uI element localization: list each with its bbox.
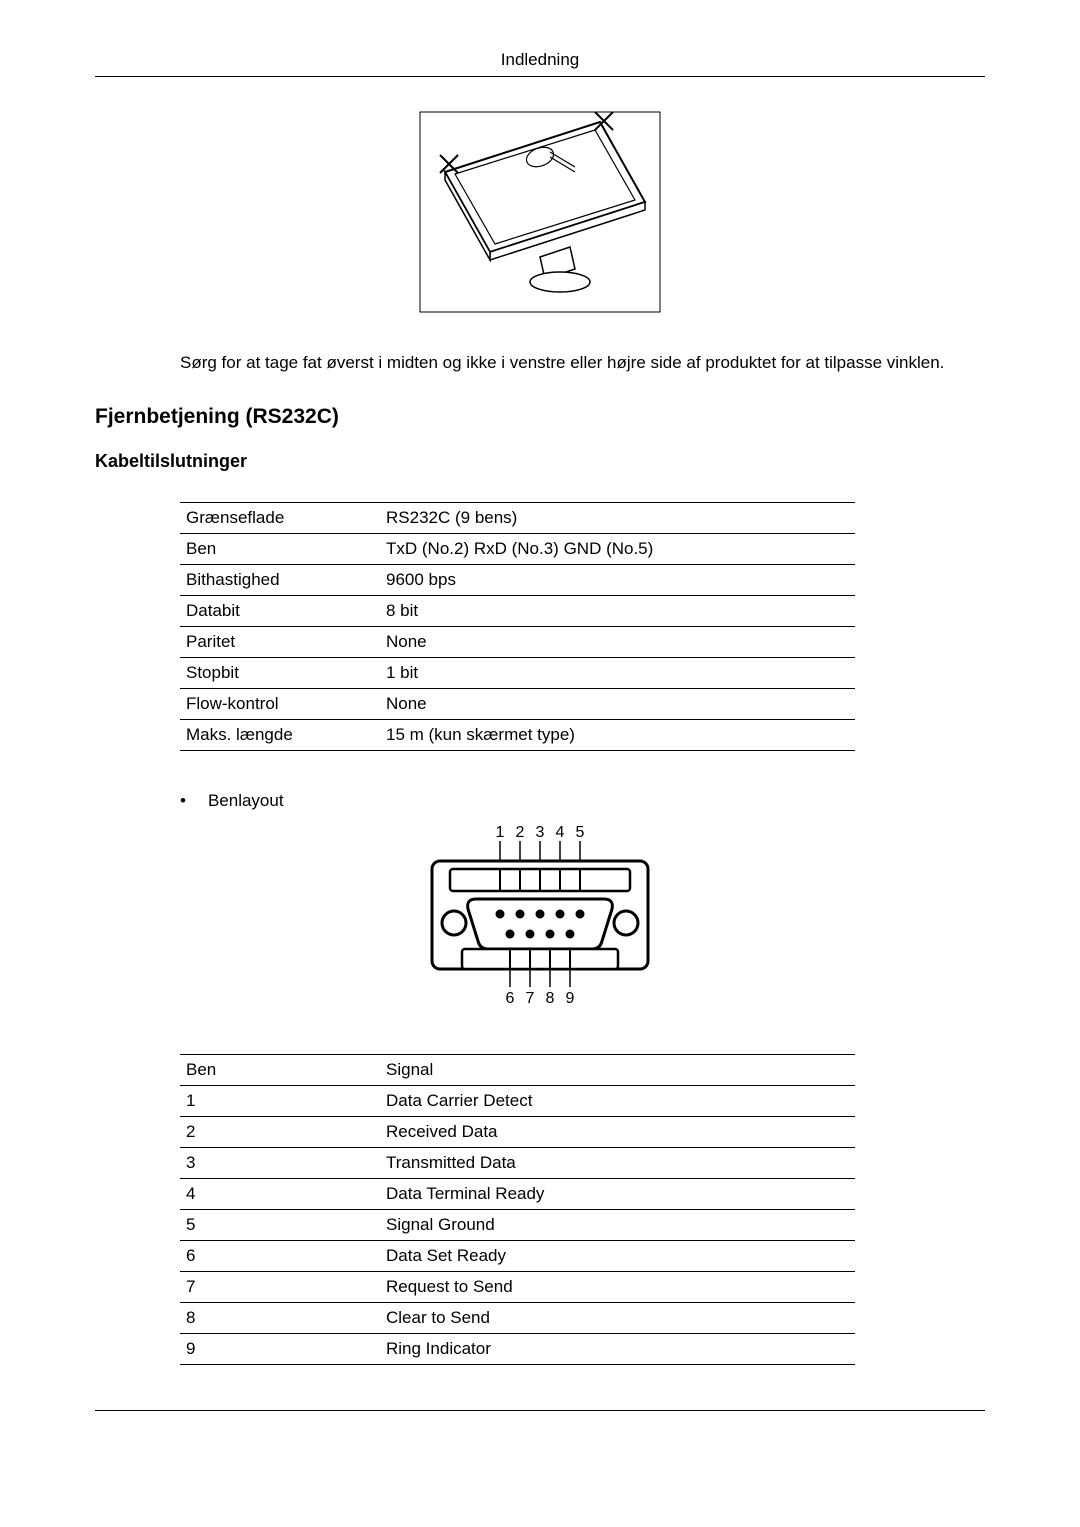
bullet-label: Benlayout (208, 791, 284, 811)
spec-value: None (380, 626, 855, 657)
monitor-illustration (95, 107, 985, 322)
svg-text:5: 5 (576, 824, 585, 841)
pin-signal: Transmitted Data (380, 1147, 855, 1178)
section-heading: Fjernbetjening (RS232C) (95, 405, 985, 429)
svg-text:9: 9 (566, 990, 575, 1007)
pin-number: 3 (180, 1147, 380, 1178)
table-row: Stopbit1 bit (180, 657, 855, 688)
pin-signal: Signal Ground (380, 1209, 855, 1240)
table-row: 1Data Carrier Detect (180, 1085, 855, 1116)
pin-number: 7 (180, 1271, 380, 1302)
table-row: 3Transmitted Data (180, 1147, 855, 1178)
pin-number: 9 (180, 1333, 380, 1364)
subsection-heading: Kabeltilslutninger (95, 451, 985, 472)
spec-label: Databit (180, 595, 380, 626)
svg-text:2: 2 (516, 824, 525, 841)
table-row: Maks. længde15 m (kun skærmet type) (180, 719, 855, 750)
header-rule (95, 76, 985, 77)
spec-label: Bithastighed (180, 564, 380, 595)
svg-text:1: 1 (496, 824, 505, 841)
spec-label: Grænseflade (180, 502, 380, 533)
spec-value: None (380, 688, 855, 719)
svg-text:7: 7 (526, 990, 535, 1007)
table-row: 6Data Set Ready (180, 1240, 855, 1271)
spec-value: 1 bit (380, 657, 855, 688)
spec-value: 8 bit (380, 595, 855, 626)
spec-table: GrænsefladeRS232C (9 bens)BenTxD (No.2) … (180, 502, 855, 751)
pin-header-col1: Ben (180, 1054, 380, 1085)
table-row: 5Signal Ground (180, 1209, 855, 1240)
pin-number: 6 (180, 1240, 380, 1271)
pin-signal: Data Carrier Detect (380, 1085, 855, 1116)
spec-label: Flow-kontrol (180, 688, 380, 719)
table-row: Bithastighed9600 bps (180, 564, 855, 595)
table-row: ParitetNone (180, 626, 855, 657)
table-row: 9Ring Indicator (180, 1333, 855, 1364)
pin-number: 4 (180, 1178, 380, 1209)
pin-number: 2 (180, 1116, 380, 1147)
spec-label: Paritet (180, 626, 380, 657)
table-row: BenSignal (180, 1054, 855, 1085)
pin-number: 1 (180, 1085, 380, 1116)
spec-label: Maks. længde (180, 719, 380, 750)
pin-header-col2: Signal (380, 1054, 855, 1085)
pin-number: 8 (180, 1302, 380, 1333)
footer-rule (95, 1410, 985, 1411)
connector-diagram: 12345 6789 (95, 819, 985, 1024)
table-row: 4Data Terminal Ready (180, 1178, 855, 1209)
spec-value: TxD (No.2) RxD (No.3) GND (No.5) (380, 533, 855, 564)
svg-text:4: 4 (556, 824, 565, 841)
table-row: BenTxD (No.2) RxD (No.3) GND (No.5) (180, 533, 855, 564)
table-row: Databit8 bit (180, 595, 855, 626)
illustration-caption: Sørg for at tage fat øverst i midten og … (180, 352, 985, 375)
pin-signal: Request to Send (380, 1271, 855, 1302)
pin-number: 5 (180, 1209, 380, 1240)
svg-text:8: 8 (546, 990, 555, 1007)
table-row: 8Clear to Send (180, 1302, 855, 1333)
pin-signal: Data Terminal Ready (380, 1178, 855, 1209)
table-row: Flow-kontrolNone (180, 688, 855, 719)
pin-signal: Ring Indicator (380, 1333, 855, 1364)
table-row: 7Request to Send (180, 1271, 855, 1302)
page-header-title: Indledning (95, 50, 985, 76)
table-row: 2Received Data (180, 1116, 855, 1147)
pin-signal: Received Data (380, 1116, 855, 1147)
table-row: GrænsefladeRS232C (9 bens) (180, 502, 855, 533)
pin-signal: Clear to Send (380, 1302, 855, 1333)
benlayout-bullet: • Benlayout (180, 791, 985, 811)
spec-value: 9600 bps (380, 564, 855, 595)
svg-text:6: 6 (506, 990, 515, 1007)
spec-label: Stopbit (180, 657, 380, 688)
spec-value: RS232C (9 bens) (380, 502, 855, 533)
spec-label: Ben (180, 533, 380, 564)
bullet-icon: • (180, 791, 186, 811)
spec-value: 15 m (kun skærmet type) (380, 719, 855, 750)
pin-signal: Data Set Ready (380, 1240, 855, 1271)
svg-text:3: 3 (536, 824, 545, 841)
pin-table: BenSignal1Data Carrier Detect2Received D… (180, 1054, 855, 1365)
